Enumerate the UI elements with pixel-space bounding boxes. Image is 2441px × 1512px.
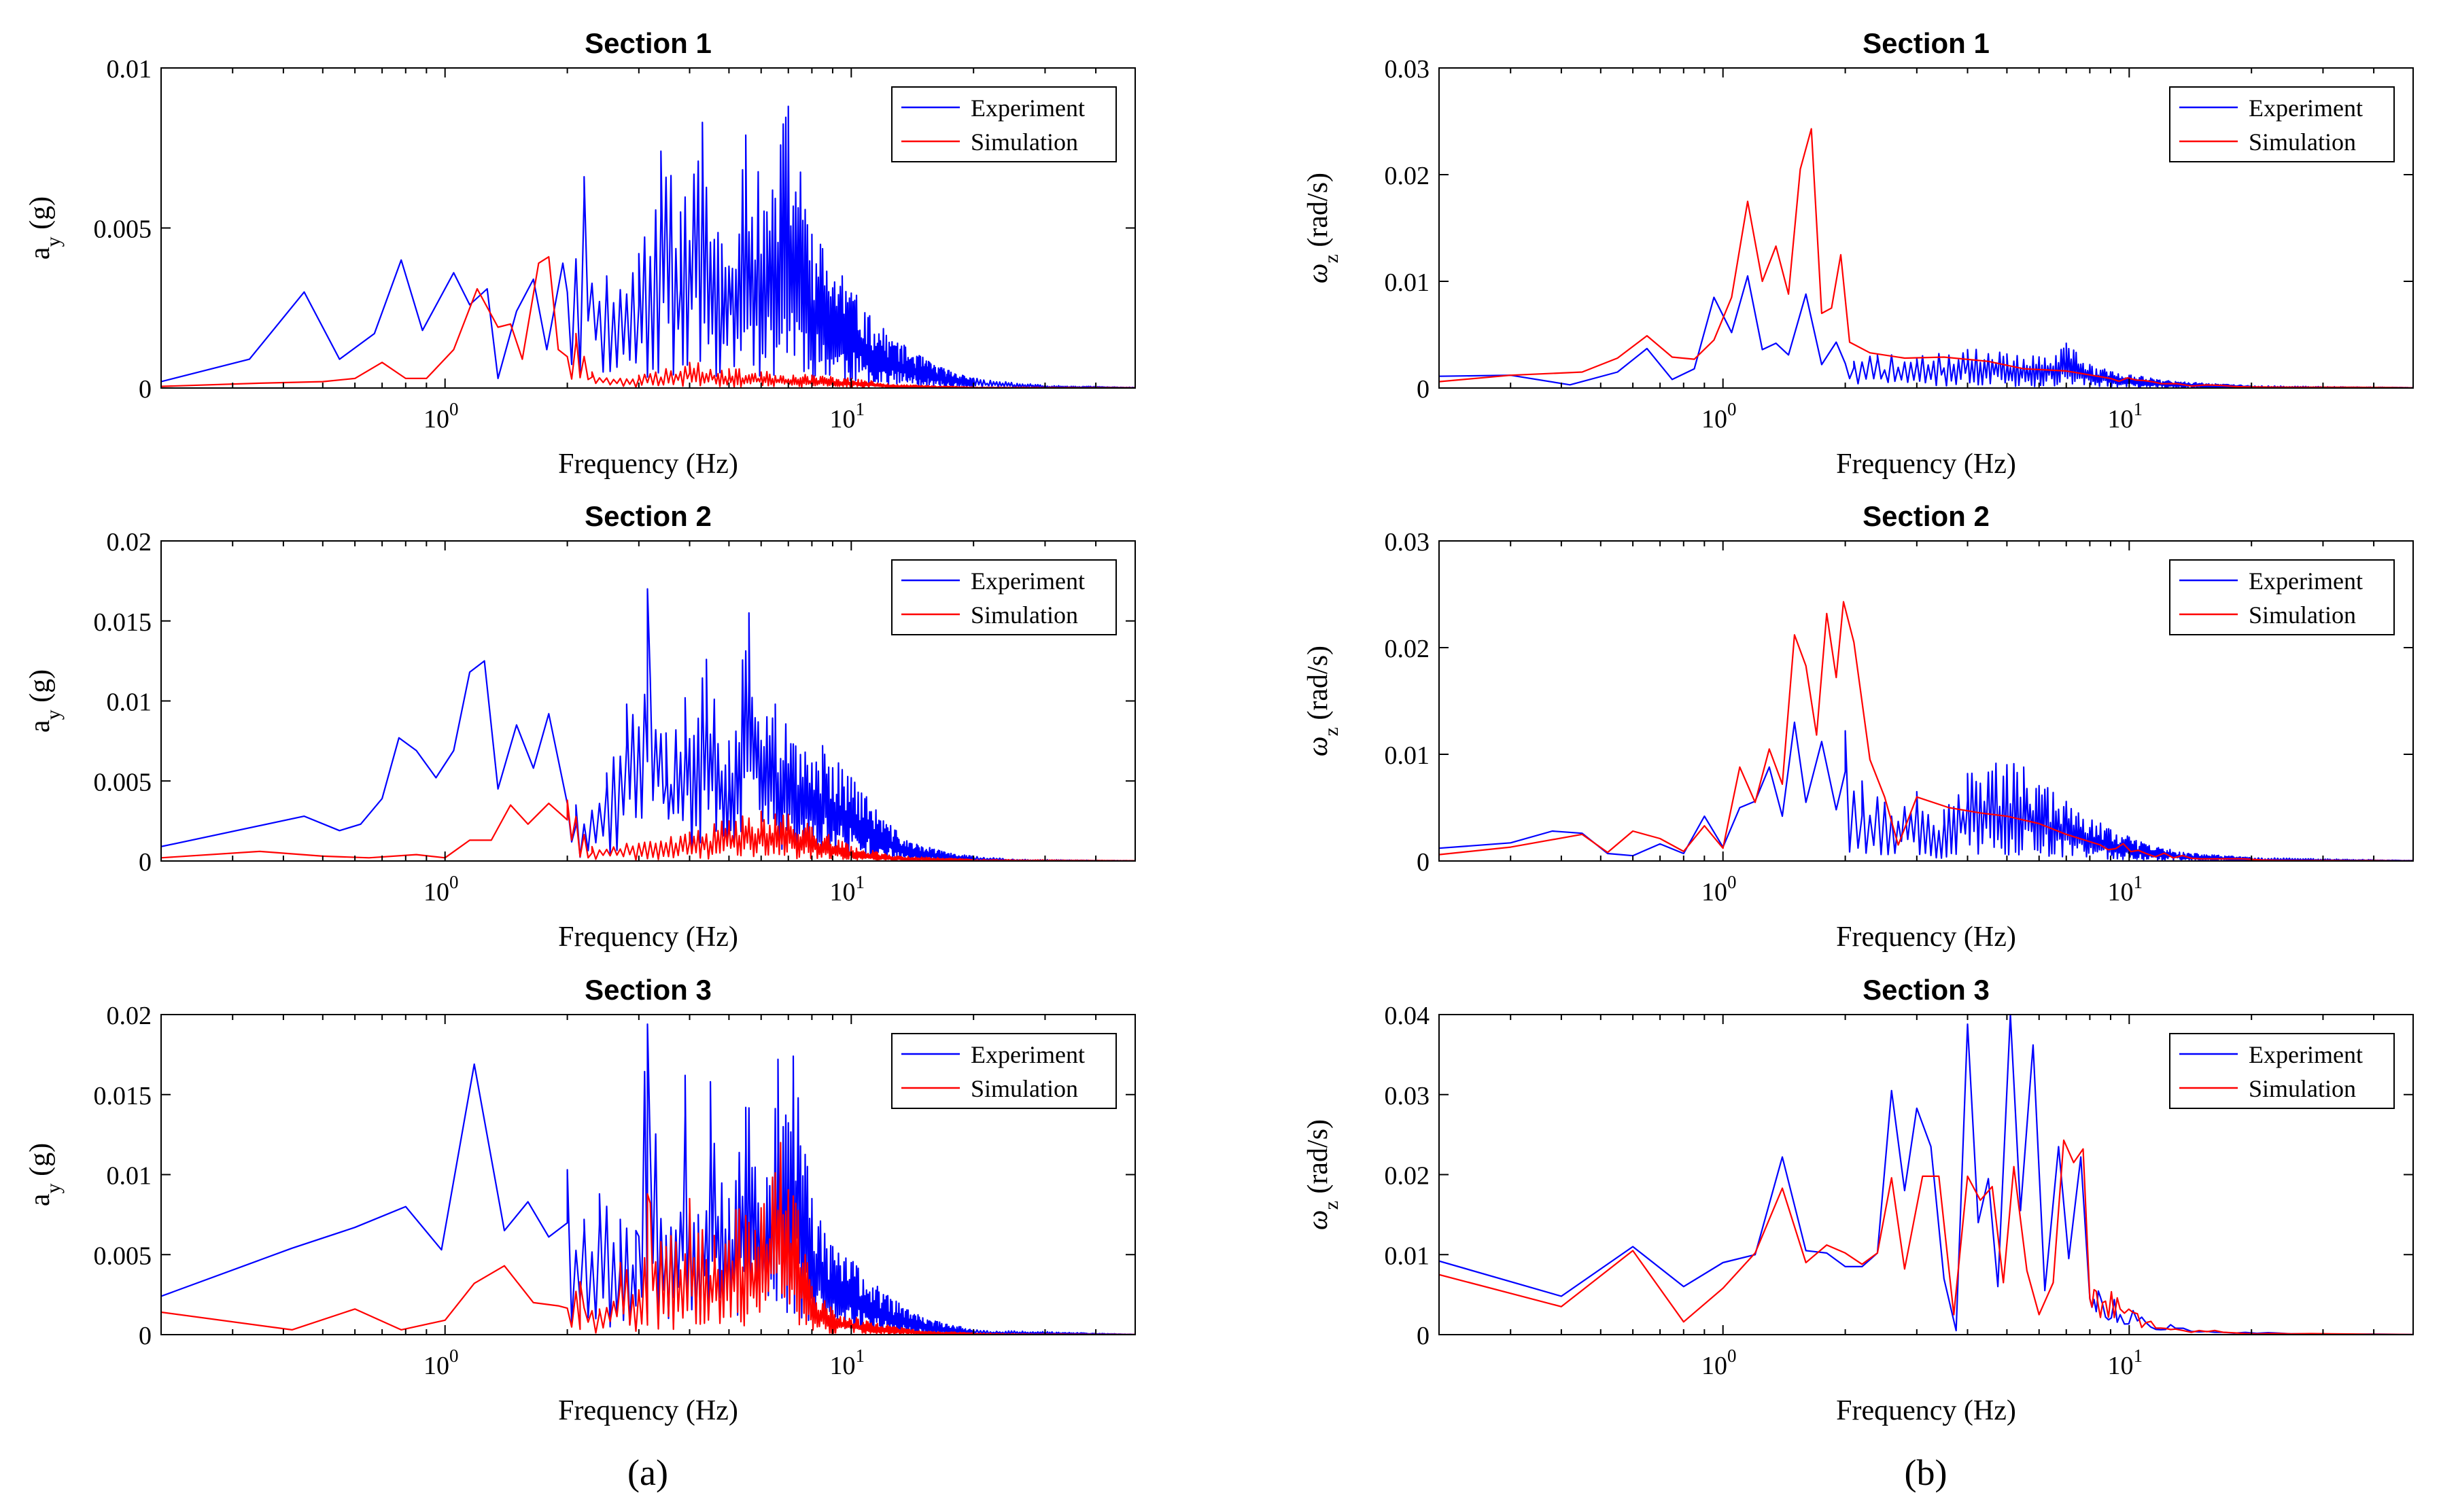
y-tick-label: 0.005 (94, 215, 152, 244)
chart-panel: 0 0.01 0.02 0.03 100 101 Section 2 Frequency (H… (1302, 500, 2414, 953)
x-tick-label: 101 (830, 1346, 865, 1380)
y-tick-label: 0.005 (94, 1242, 152, 1270)
legend-label-simulation: Simulation (971, 128, 1078, 156)
y-axis-label: ωz (rad/s) (1302, 646, 1343, 756)
x-tick-label: 100 (423, 1346, 459, 1380)
series-line-experiment (161, 1023, 1135, 1335)
chart-title: Section 2 (1863, 500, 1990, 532)
chart-title: Section 3 (1863, 974, 1990, 1006)
y-tick-label: 0.01 (107, 688, 152, 717)
x-tick-label: 101 (2108, 872, 2143, 907)
y-tick-label: 0.02 (1385, 1162, 1430, 1191)
y-tick-label: 0.005 (94, 768, 152, 796)
x-tick-label: 100 (423, 399, 459, 434)
x-tick-label: 101 (2108, 399, 2143, 434)
axes-box (1438, 540, 2414, 862)
series-line-simulation (1439, 128, 2413, 388)
legend-label-experiment: Experiment (2249, 94, 2363, 122)
y-tick-label: 0.015 (94, 1082, 152, 1110)
y-tick-label: 0.01 (107, 55, 152, 84)
axes-box (1438, 67, 2414, 389)
y-tick-label: 0.03 (1385, 528, 1430, 557)
legend: Experiment Simulation (891, 559, 1117, 635)
y-tick-label: 0 (139, 375, 152, 404)
x-axis-label: Frequency (Hz) (558, 921, 738, 953)
x-tick-label: 101 (2108, 1346, 2143, 1380)
y-tick-label: 0.01 (107, 1162, 152, 1191)
x-tick-label: 100 (1701, 399, 1737, 434)
legend-box (2169, 86, 2395, 162)
y-tick-label: 0.03 (1385, 1082, 1430, 1110)
legend: Experiment Simulation (2169, 86, 2395, 162)
legend-label-simulation: Simulation (2249, 1075, 2356, 1102)
chart-panel: 0 0.005 0.01 100 101 Section 1 Frequency (Hz) a… (24, 27, 1136, 480)
y-axis-label: ωz (rad/s) (1302, 1119, 1343, 1230)
y-axis-label: ay (g) (24, 669, 65, 733)
y-tick-label: 0.01 (1385, 1242, 1430, 1270)
y-tick-label: 0.02 (1385, 162, 1430, 190)
legend-label-experiment: Experiment (971, 1041, 1085, 1068)
x-axis-label: Frequency (Hz) (558, 1395, 738, 1426)
x-tick-label: 100 (1701, 872, 1737, 907)
legend: Experiment Simulation (891, 1033, 1117, 1109)
legend-box (2169, 559, 2395, 635)
series-line-experiment (161, 105, 1135, 388)
y-tick-label: 0.03 (1385, 55, 1430, 84)
y-axis-label: ay (g) (24, 1143, 65, 1206)
chart-panel: 0 0.005 0.01 0.015 0.02 100 101 Section 3 Freque… (24, 974, 1136, 1426)
caption-b: (b) (1905, 1452, 1947, 1493)
x-tick-label: 100 (423, 872, 459, 907)
y-tick-label: 0 (139, 1322, 152, 1350)
chart-panel: 0 0.005 0.01 0.015 0.02 100 101 Section 2 Freque… (24, 500, 1136, 953)
legend-label-simulation: Simulation (2249, 601, 2356, 629)
legend-label-simulation: Simulation (971, 1075, 1078, 1102)
legend: Experiment Simulation (2169, 559, 2395, 635)
y-tick-label: 0.02 (1385, 635, 1430, 663)
legend-box (891, 1033, 1117, 1109)
y-tick-label: 0 (139, 848, 152, 877)
chart-title: Section 3 (585, 974, 712, 1006)
y-axis-label: ωz (rad/s) (1302, 173, 1343, 283)
legend-box (891, 559, 1117, 635)
chart-panel: 0 0.01 0.02 0.03 100 101 Section 1 Frequency (H… (1302, 27, 2414, 480)
legend-label-simulation: Simulation (2249, 128, 2356, 156)
y-tick-label: 0.04 (1385, 1002, 1430, 1030)
series-line-experiment (1439, 721, 2413, 861)
x-tick-label: 101 (830, 399, 865, 434)
legend-label-simulation: Simulation (971, 601, 1078, 629)
x-axis-label: Frequency (Hz) (1836, 921, 2016, 953)
y-axis-label: ay (g) (24, 196, 65, 260)
legend-label-experiment: Experiment (2249, 567, 2363, 595)
legend-label-experiment: Experiment (971, 94, 1085, 122)
caption-a: (a) (627, 1452, 668, 1493)
x-axis-label: Frequency (Hz) (1836, 449, 2016, 480)
legend: Experiment Simulation (891, 86, 1117, 162)
y-tick-label: 0.01 (1385, 741, 1430, 770)
y-tick-label: 0.02 (107, 528, 152, 557)
y-tick-label: 0.015 (94, 608, 152, 637)
chart-panel: 0 0.01 0.02 0.03 0.04 100 101 Section 3 Frequenc… (1302, 974, 2414, 1426)
y-tick-label: 0.01 (1385, 268, 1430, 297)
x-axis-label: Frequency (Hz) (1836, 1395, 2016, 1426)
x-axis-label: Frequency (Hz) (558, 449, 738, 480)
legend-label-experiment: Experiment (2249, 1041, 2363, 1068)
y-tick-label: 0 (1417, 848, 1430, 877)
chart-title: Section 2 (585, 500, 712, 532)
legend: Experiment Simulation (2169, 1033, 2395, 1109)
legend-box (891, 86, 1117, 162)
series-line-simulation (1439, 601, 2413, 861)
y-tick-label: 0 (1417, 375, 1430, 404)
series-line-simulation (1439, 1139, 2413, 1335)
chart-title: Section 1 (1863, 27, 1990, 59)
chart-title: Section 1 (585, 27, 712, 59)
y-tick-label: 0 (1417, 1322, 1430, 1350)
legend-label-experiment: Experiment (971, 567, 1085, 595)
y-tick-label: 0.02 (107, 1002, 152, 1030)
x-tick-label: 100 (1701, 1346, 1737, 1380)
legend-box (2169, 1033, 2395, 1109)
x-tick-label: 101 (830, 872, 865, 907)
